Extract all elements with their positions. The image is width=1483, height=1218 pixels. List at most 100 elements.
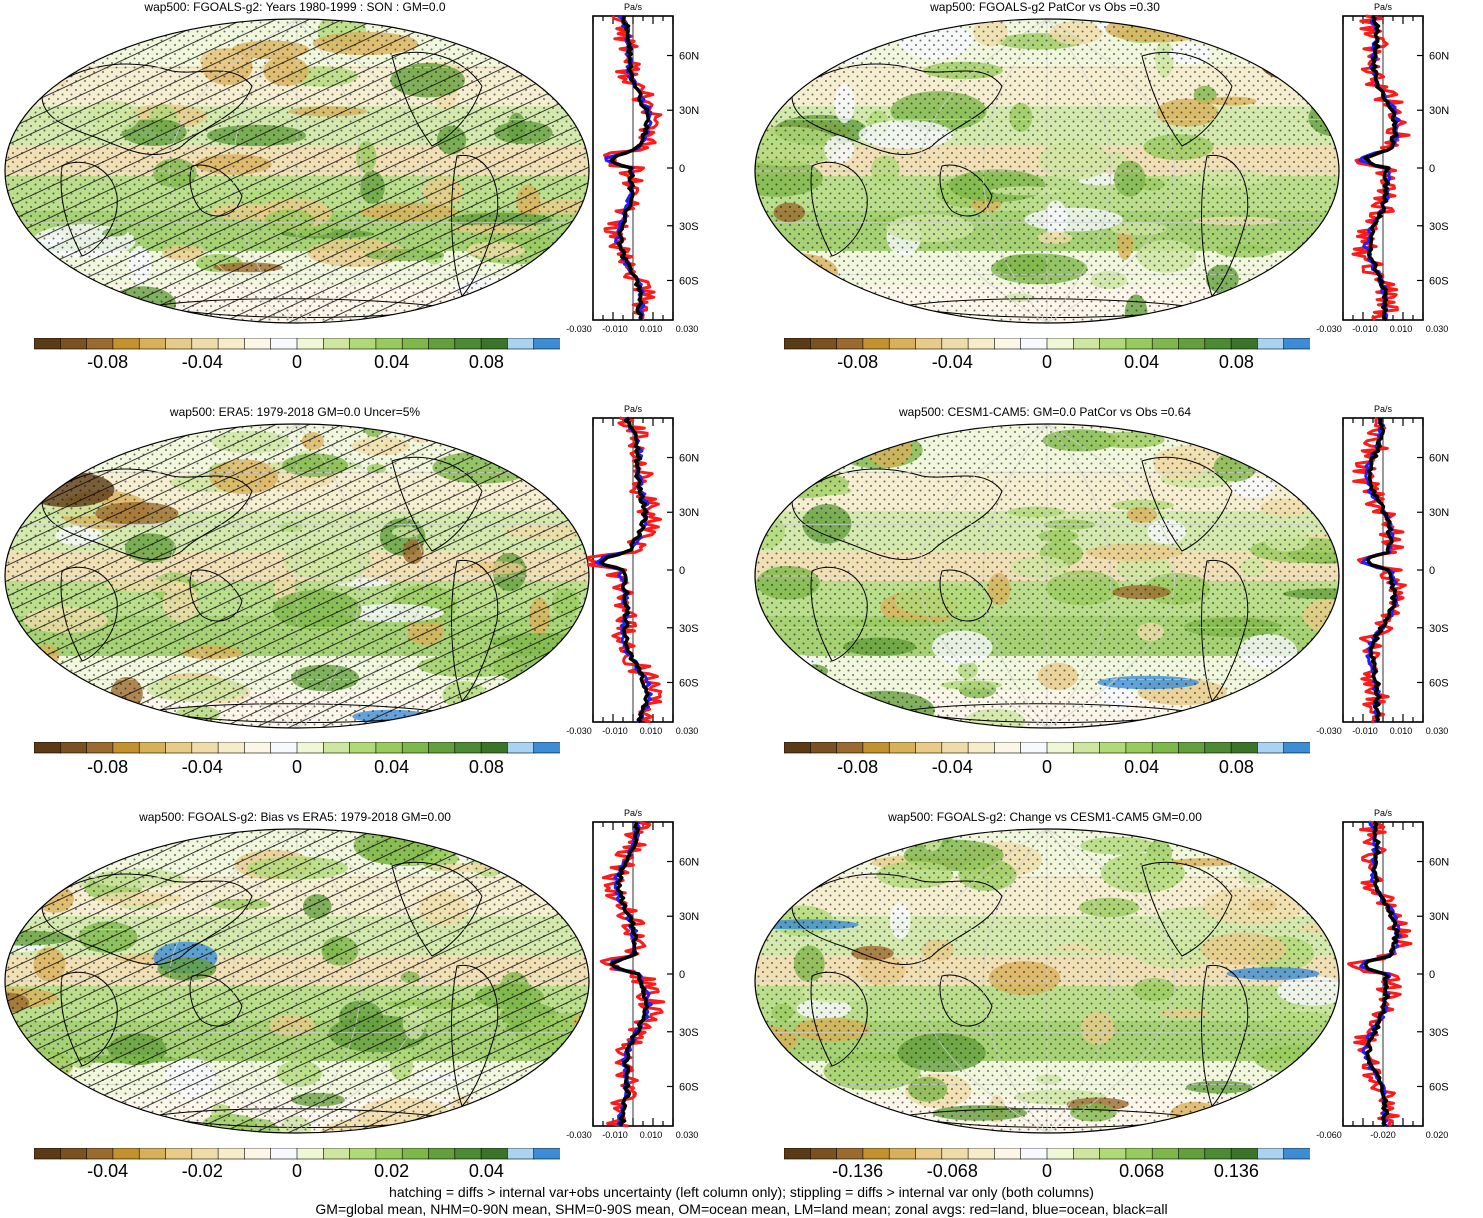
- colorbar-swatch: [533, 1148, 560, 1160]
- map-plot: [754, 423, 1340, 729]
- colorbar-swatch: [375, 1148, 403, 1160]
- zonal-x-tick-label: -0.010: [1352, 324, 1378, 334]
- colorbar-swatch: [59, 742, 88, 754]
- colorbar-swatch: [1020, 338, 1048, 350]
- zonal-mean-plot: Pa/s 60N 30N 0 30S 60S -0.030 -0.010 0.010 0.030: [566, 2, 699, 334]
- zonal-x-tick-label: 0.030: [1426, 726, 1449, 736]
- colorbar-swatch: [428, 742, 456, 754]
- colorbar-tick-label: 0: [1041, 352, 1053, 372]
- colorbar-tick-label: -0.08: [87, 757, 129, 777]
- colorbar-swatch: [941, 1148, 969, 1160]
- colorbar-tick-label: 0.068: [1119, 1161, 1165, 1181]
- colorbar-tick-label: 0.08: [468, 757, 504, 777]
- colorbar-swatch: [34, 1148, 62, 1160]
- map-plot: [4, 828, 590, 1134]
- colorbar-swatch: [836, 338, 864, 350]
- colorbar-labels: -0.04 -0.02 0 0.02 0.04: [34, 1161, 560, 1183]
- colorbar-swatch: [862, 338, 891, 350]
- colorbar-swatch: [1283, 1148, 1310, 1160]
- colorbar-swatch: [1072, 1148, 1101, 1160]
- colorbar-tick-label: 0: [291, 757, 303, 777]
- caption-line-hatching: hatching = diffs > internal var+obs unce…: [389, 1184, 1094, 1200]
- colorbar-swatch: [112, 338, 141, 350]
- latitude-tick-label: 30N: [1429, 105, 1449, 117]
- colorbar-swatch: [1072, 742, 1101, 754]
- colorbar-swatch: [244, 1148, 272, 1160]
- colorbar-swatch: [296, 742, 325, 754]
- colorbar-swatch: [1230, 1148, 1259, 1160]
- latitude-tick-label: 0: [1429, 565, 1435, 577]
- colorbar-swatch: [296, 1148, 325, 1160]
- colorbar-swatch: [112, 742, 141, 754]
- colorbar-swatch: [1099, 338, 1127, 350]
- colorbar-swatch: [809, 742, 838, 754]
- colorbar-swatch: [1099, 742, 1127, 754]
- zonal-x-tick-label: 0.010: [640, 726, 663, 736]
- colorbar-swatch: [1151, 1148, 1180, 1160]
- colorbar-swatch: [428, 1148, 456, 1160]
- latitude-tick-label: 0: [1429, 163, 1435, 175]
- map-plot: [4, 18, 590, 324]
- colorbar-tick-label: -0.08: [837, 757, 879, 777]
- zonal-x-tick-label: 0.030: [676, 324, 699, 334]
- colorbar-swatch: [86, 1148, 114, 1160]
- colorbar-swatch: [533, 338, 560, 350]
- colorbar-swatch: [507, 742, 535, 754]
- colorbar-labels: -0.08 -0.04 0 0.04 0.08: [34, 757, 560, 779]
- colorbar-swatch: [322, 1148, 351, 1160]
- colorbar-tick-label: 0.136: [1213, 1161, 1259, 1181]
- unit-label: Pa/s: [1374, 808, 1393, 818]
- colorbar-swatch: [428, 338, 456, 350]
- panel-title: wap500: FGOALS-g2 PatCor vs Obs =0.30: [930, 0, 1160, 14]
- colorbar-swatch: [1046, 742, 1075, 754]
- zonal-series-line: [1363, 14, 1399, 322]
- unit-label: Pa/s: [1374, 404, 1393, 414]
- colorbar-tick-label: 0.08: [1218, 757, 1254, 777]
- colorbar-swatch: [401, 338, 430, 350]
- colorbar-swatch: [1099, 1148, 1127, 1160]
- panel-title: wap500: FGOALS-g2: Bias vs ERA5: 1979-20…: [139, 810, 451, 824]
- zonal-series-line: [1366, 417, 1398, 723]
- zonal-x-tick-label: -0.030: [1316, 324, 1342, 334]
- colorbar-swatch: [86, 742, 114, 754]
- zonal-series-line: [609, 821, 650, 1127]
- latitude-tick-label: 30S: [679, 623, 699, 635]
- colorbar-labels: -0.08 -0.04 0 0.04 0.08: [784, 757, 1310, 779]
- zonal-series-line: [599, 416, 650, 724]
- colorbar-swatch: [322, 742, 351, 754]
- colorbar-swatch: [784, 742, 812, 754]
- colorbar-swatch: [1125, 742, 1153, 754]
- colorbar-swatch: [34, 742, 62, 754]
- colorbar-swatch: [191, 1148, 219, 1160]
- colorbar-swatch: [967, 338, 996, 350]
- latitude-tick-label: 0: [679, 163, 685, 175]
- colorbar-swatch: [1204, 338, 1232, 350]
- colorbar-swatch: [809, 1148, 838, 1160]
- colorbar-swatch: [967, 1148, 996, 1160]
- colorbar-swatch: [244, 338, 272, 350]
- colorbar-swatch: [112, 1148, 141, 1160]
- colorbar-swatch: [941, 742, 969, 754]
- colorbar-swatch: [1125, 338, 1153, 350]
- latitude-tick-label: 60S: [679, 1081, 699, 1093]
- colorbar-swatch: [138, 338, 167, 350]
- zonal-x-tick-label: -0.010: [602, 726, 628, 736]
- colorbar-labels: -0.136 -0.068 0 0.068 0.136: [784, 1161, 1310, 1183]
- latitude-tick-label: 30N: [679, 911, 699, 923]
- panel-title: wap500: CESM1-CAM5: GM=0.0 PatCor vs Obs…: [898, 405, 1192, 419]
- panel-title: wap500: ERA5: 1979-2018 GM=0.0 Uncer=5%: [169, 405, 421, 419]
- colorbar-swatch: [322, 338, 351, 350]
- colorbar-tick-label: -0.02: [181, 1161, 223, 1181]
- colorbar-swatch: [270, 742, 298, 754]
- latitude-tick-label: 30S: [1429, 221, 1449, 233]
- colorbar-swatch: [507, 338, 535, 350]
- colorbar-swatch: [1046, 1148, 1075, 1160]
- latitude-tick-label: 30N: [1429, 911, 1449, 923]
- colorbar-swatch: [349, 338, 377, 350]
- latitude-tick-label: 30S: [679, 221, 699, 233]
- colorbar-tick-label: 0: [291, 1161, 303, 1181]
- colorbar-tick-label: -0.08: [837, 352, 879, 372]
- colorbar-tick-label: -0.04: [181, 757, 223, 777]
- zonal-x-tick-label: -0.030: [566, 1130, 592, 1140]
- colorbar-swatch: [994, 742, 1022, 754]
